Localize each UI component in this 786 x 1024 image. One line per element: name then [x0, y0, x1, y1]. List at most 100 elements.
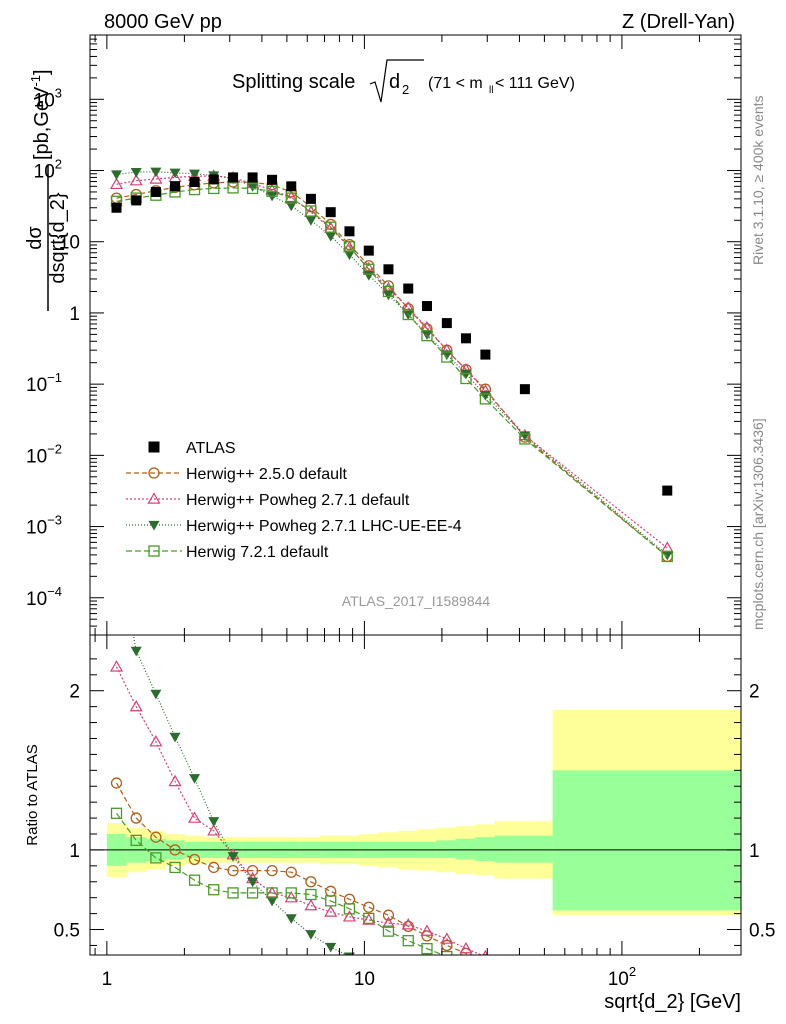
series-3-point	[382, 285, 395, 298]
ratio-line-3	[116, 812, 445, 955]
data-point	[170, 181, 181, 192]
series-2-point	[363, 270, 375, 281]
ratio-0-point	[285, 866, 297, 878]
analysis-watermark: ATLAS_2017_I1589844	[342, 593, 491, 609]
data-point	[286, 181, 297, 192]
ratio-1-point	[459, 941, 473, 954]
x-tick-label: 1	[102, 969, 113, 990]
ratio-2-point	[460, 984, 471, 994]
ratio-3-point	[130, 834, 142, 847]
series-2-point	[130, 167, 142, 178]
data-point	[247, 172, 258, 183]
ratio-0-point	[460, 947, 472, 955]
data-point	[150, 186, 161, 197]
ratio-0-point	[188, 853, 201, 866]
series-2-point	[189, 169, 201, 180]
series-2-point	[285, 201, 297, 212]
ratio-line-0	[115, 782, 473, 955]
data-point	[208, 174, 219, 185]
ratio-1-point	[440, 932, 454, 944]
sqrt-symbol	[369, 59, 424, 103]
legend: ATLAS Herwig++ 2.5.0 default Herwig++ Powh…	[126, 440, 462, 561]
main-plot: 10−4 10−3 10−2 10−1 1 10 102 103	[26, 34, 742, 636]
ratio-0-point	[130, 812, 142, 824]
series-2-point	[150, 167, 162, 178]
series-2-point	[169, 168, 181, 179]
main-ylabel: dσ dsqrt{d_2} [pb,GeV-1]	[24, 69, 69, 311]
series-line-1	[116, 175, 668, 549]
ratio-2-point	[343, 952, 355, 955]
ratio-frame	[89, 634, 742, 956]
data-point	[519, 384, 530, 395]
ratio-1-point	[324, 905, 338, 917]
ratio-0-point	[208, 861, 220, 874]
ratio-1-point	[109, 660, 124, 672]
ratio-0-point	[482, 954, 489, 955]
series-1-point	[129, 173, 143, 186]
ratio-3-point	[402, 935, 414, 947]
series-3-point	[441, 351, 453, 363]
ylabel-numerator: dσ	[24, 226, 46, 250]
ratio-2-point	[421, 978, 432, 988]
ratio-2-point	[227, 852, 239, 862]
ratio-1-point	[519, 965, 530, 975]
ratio-tick-label: 1	[69, 841, 80, 862]
series-3-point	[343, 241, 356, 253]
ratio-1-point	[207, 824, 221, 836]
legend-marker-1	[147, 492, 161, 504]
ratio-tick-label-right: 1	[749, 841, 760, 862]
ratio-3-point	[285, 887, 297, 899]
ratio-3-point	[150, 852, 162, 864]
y-tick-label: 10−4	[26, 584, 62, 610]
ratio-0-point	[110, 777, 123, 789]
ratio-band-inner	[494, 835, 554, 863]
ratio-tick-label: 2	[69, 682, 80, 703]
data-point	[111, 202, 122, 213]
ratio-line-2	[132, 635, 348, 955]
legend-marker-data	[148, 441, 160, 453]
series-2-point	[382, 290, 394, 301]
legend-marker-3	[148, 545, 160, 557]
data-point	[480, 349, 491, 360]
data-point	[325, 207, 336, 218]
ratio-0-point	[169, 844, 181, 856]
ratio-1-point	[265, 886, 279, 898]
series-3-point	[305, 205, 317, 217]
series-2-point	[460, 369, 472, 380]
ratio-1-point	[168, 774, 182, 787]
legend-label-0: Herwig++ 2.5.0 default	[186, 466, 348, 483]
ratio-3-point	[363, 912, 375, 925]
ratio-3-point	[480, 966, 490, 976]
legend-label-3: Herwig 7.2.1 default	[186, 544, 329, 561]
ratio-2-point	[150, 689, 162, 700]
ratio-0-point	[246, 864, 259, 877]
mcplots-label: mcplots.cern.ch [arXiv:1306.3436]	[750, 418, 766, 630]
y-tick-label: 1	[69, 304, 80, 325]
ratio-tick-label-right: 0.5	[749, 921, 775, 942]
ratio-2-point	[383, 968, 394, 978]
series-3-point	[519, 433, 531, 445]
y-tick-label: 10	[59, 233, 80, 254]
ratio-3-point	[382, 925, 395, 937]
data-point	[189, 176, 200, 187]
title-symbol-sub: 2	[402, 82, 409, 97]
rivet-label: Rivet 3.1.10, ≥ 400k events	[750, 95, 766, 265]
ratio-band-inner	[436, 840, 457, 858]
title-range-post: < 111 GeV)	[495, 75, 575, 92]
title-range-sub: ll	[489, 85, 493, 96]
ratio-2-point	[519, 991, 530, 1001]
ratio-2-point	[111, 535, 122, 545]
ratio-2-point	[247, 877, 259, 888]
legend-label-2: Herwig++ Powheg 2.7.1 LHC-UE-EE-4	[186, 518, 462, 535]
ratio-1-point	[362, 913, 376, 925]
data-point	[363, 245, 374, 256]
ratio-1-point	[401, 918, 415, 930]
ratio-2-point	[480, 987, 491, 997]
data-point	[228, 172, 239, 183]
legend-label-1: Herwig++ Powheg 2.7.1 default	[186, 492, 410, 509]
ratio-2-point	[285, 914, 297, 924]
ratio-3-point	[441, 950, 453, 955]
x-tick-label: 102	[608, 964, 636, 990]
y-tick-label: 10−3	[26, 513, 62, 539]
ratio-1-point	[304, 898, 318, 911]
